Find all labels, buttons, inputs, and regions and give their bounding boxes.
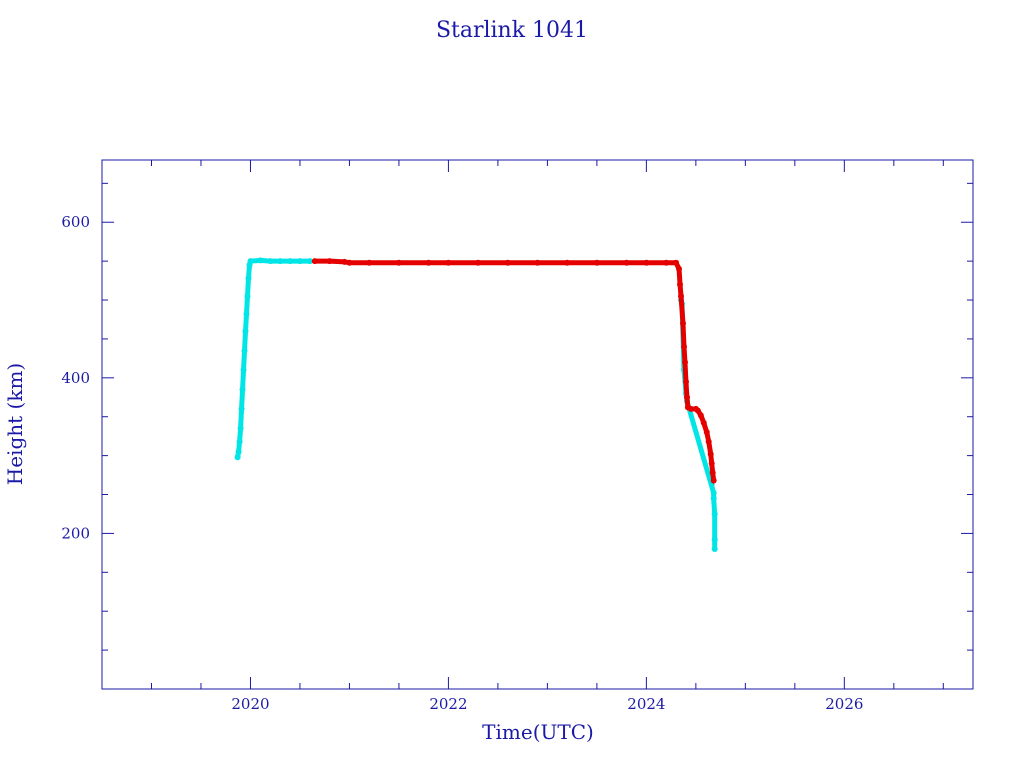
axis-ticks [101, 160, 973, 689]
x-tick-label: 2022 [429, 695, 467, 713]
chart-title: Starlink 1041 [436, 18, 588, 43]
data-trail [244, 293, 250, 317]
y-tick-label: 200 [61, 524, 90, 542]
x-tick-label: 2026 [825, 695, 863, 713]
series-1 [311, 258, 717, 484]
data-trail [241, 348, 248, 373]
axis-tick-labels: 2020 2022 2024 2026 200 400 600 [61, 213, 863, 713]
data-trail [240, 367, 247, 392]
data-trail [683, 379, 690, 400]
plot-frame [101, 159, 974, 690]
data-trail [684, 398, 717, 496]
data-trail [242, 328, 249, 354]
x-tick-label: 2020 [231, 695, 269, 713]
data-layer [234, 257, 718, 552]
x-axis-label: Time(UTC) [482, 720, 594, 744]
data-trail [681, 344, 688, 365]
y-axis-label: Height (km) [3, 363, 27, 485]
data-trail [682, 359, 689, 385]
data-trail [678, 293, 686, 326]
series-0 [234, 257, 718, 552]
data-trail [711, 495, 718, 517]
data-trail [710, 470, 717, 484]
data-trail [676, 266, 683, 287]
x-tick-label: 2024 [627, 695, 665, 713]
data-trail [244, 275, 251, 299]
y-tick-label: 600 [61, 213, 90, 231]
trajectory-line [237, 259, 716, 549]
data-trail [684, 394, 691, 410]
data-trail [238, 406, 245, 431]
data-trail [680, 320, 687, 350]
data-trail [243, 311, 250, 334]
y-tick-label: 400 [61, 369, 90, 387]
data-trail [239, 386, 246, 412]
